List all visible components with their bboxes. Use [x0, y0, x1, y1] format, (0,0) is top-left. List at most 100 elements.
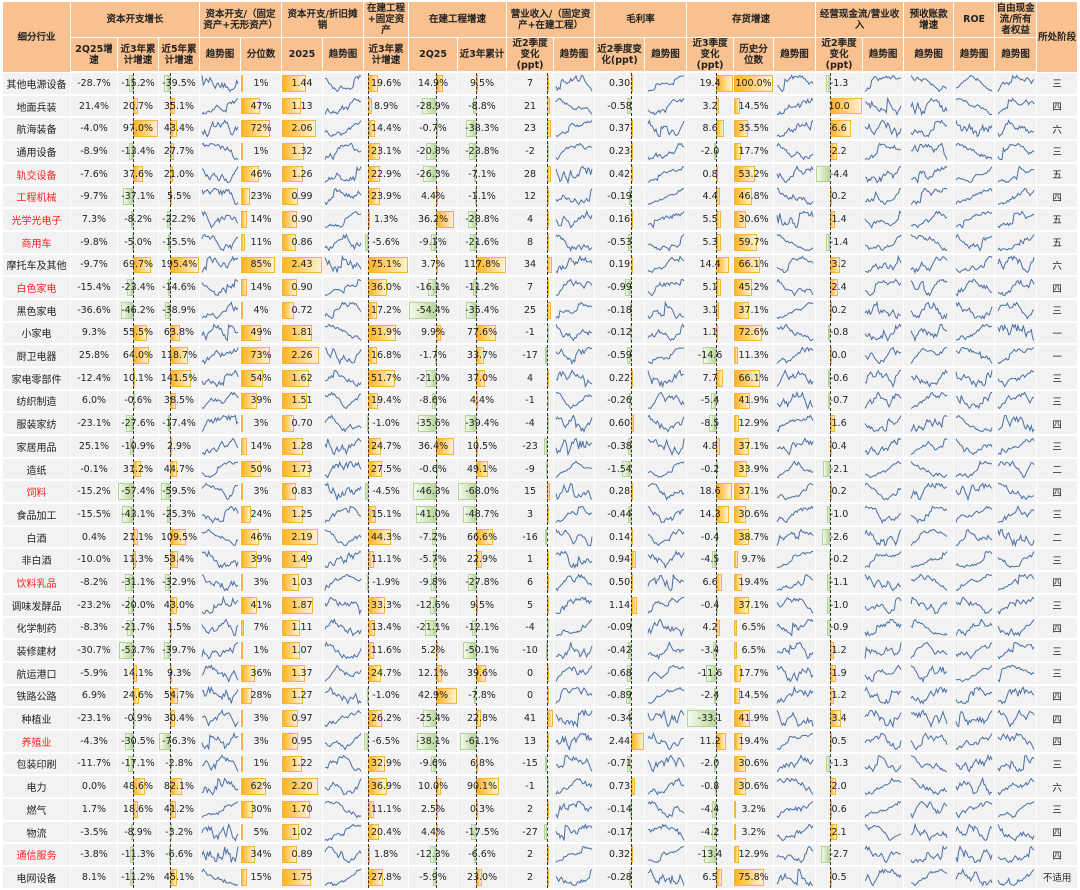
table-row[interactable]: 物流 -3.5% -8.9% -3.2% 5% 1.02 20.4% 4.4% -17.5% -2…: [3, 821, 1079, 845]
industry-name-cell[interactable]: 家居用品: [3, 436, 71, 459]
table-row[interactable]: 轨交设备 -7.6% 37.6% 21.0% 46% 1.26 22.9% -26.3% -7.…: [3, 163, 1079, 187]
industry-name-cell[interactable]: 通用设备: [3, 141, 71, 164]
table-row[interactable]: 家居用品 25.1% -10.9% 2.9% 14% 1.28 24.7% 36.4% 10.5…: [3, 436, 1079, 459]
table-row[interactable]: 燃气 1.7% 18.6% 41.2% 30% 1.70 11.1% 2.5% 0.3% 2 -0.…: [3, 799, 1079, 822]
table-row[interactable]: 铁路公路 6.9% 24.6% 54.7% 28% 1.27 -1.0% 42.9% -7.8%…: [3, 685, 1079, 709]
table-row[interactable]: 电力 0.0% 48.6% 82.1% 62% 2.20 36.9% 10.0% 90.1% -1…: [3, 776, 1079, 799]
trend-sparkline: [774, 390, 817, 414]
table-row[interactable]: 小家电 9.3% 55.5% 63.8% 49% 1.81 51.9% 9.9% 77.6% -1…: [3, 322, 1079, 346]
industry-name-cell[interactable]: 装修建材: [3, 640, 71, 663]
table-row[interactable]: 服装家纺 -23.1% -27.6% -17.4% 3% 0.70 -1.0% -35.6% -…: [3, 413, 1079, 436]
header-sub-8[interactable]: 2Q25: [409, 38, 459, 73]
table-row[interactable]: 通信服务 -3.8% -11.3% -6.6% 34% 0.89 1.8% -12.3% -6.…: [3, 844, 1079, 868]
industry-name-cell[interactable]: 工程机械: [3, 186, 71, 210]
table-row[interactable]: 黑色家电 -36.6% -46.2% -38.9% 4% 0.72 17.2% -54.4% -…: [3, 299, 1079, 323]
industry-name-cell[interactable]: 饮料乳品: [3, 572, 71, 595]
industry-name-cell[interactable]: 非白酒: [3, 549, 71, 573]
table-row[interactable]: 化学制药 -8.3% -21.7% 1.5% 7% 1.11 13.4% -21.1% -12.…: [3, 617, 1079, 641]
header-sub-5[interactable]: 2025: [282, 38, 324, 73]
industry-name-cell[interactable]: 包装印刷: [3, 753, 71, 777]
cell-fa-cip-3y: 36.9%: [364, 776, 410, 799]
industry-name-cell[interactable]: 种植业: [3, 708, 71, 731]
header-stage[interactable]: 所处阶段: [1037, 2, 1079, 73]
industry-name-cell[interactable]: 黑色家电: [3, 299, 71, 323]
table-row[interactable]: 种植业 -23.1% -0.9% 30.4% 3% 0.97 26.2% -25.4% 22.8…: [3, 708, 1079, 731]
table-row[interactable]: 商用车 -9.8% -5.0% -15.5% 11% 0.86 -5.6% -9.1% -21.…: [3, 231, 1079, 255]
industry-name-cell[interactable]: 饲料: [3, 481, 71, 505]
industry-name-cell[interactable]: 家电零部件: [3, 367, 71, 391]
cell-value: 22.9%: [466, 554, 498, 566]
table-row[interactable]: 饮料乳品 -8.2% -31.1% -32.9% 3% 1.03 -1.9% -9.8% -27…: [3, 572, 1079, 595]
table-row[interactable]: 光学光电子 7.3% -8.2% -22.2% 14% 0.90 1.3% 36.2% -28.…: [3, 209, 1079, 232]
industry-name-cell[interactable]: 燃气: [3, 799, 71, 822]
header-sub-21[interactable]: 趋势图: [995, 38, 1038, 73]
table-row[interactable]: 其他电源设备 -28.7% -15.2% -39.5% 1% 1.44 19.6% 14.9%…: [3, 73, 1079, 96]
industry-name-cell[interactable]: 物流: [3, 821, 71, 845]
header-sub-12[interactable]: 近2季度变化(ppt): [595, 38, 646, 73]
industry-name-cell[interactable]: 食品加工: [3, 504, 71, 527]
table-row[interactable]: 通用设备 -8.9% -13.4% 27.7% 1% 1.32 23.1% -20.8% -23…: [3, 141, 1079, 164]
industry-name-cell[interactable]: 地面兵装: [3, 95, 71, 119]
table-row[interactable]: 造纸 -0.1% 31.2% 44.7% 50% 1.73 27.5% -0.6% 49.1% -…: [3, 458, 1079, 482]
industry-name-cell[interactable]: 轨交设备: [3, 163, 71, 187]
header-sub-9[interactable]: 近3年累计: [458, 38, 508, 73]
industry-name-cell[interactable]: 光学光电子: [3, 209, 71, 232]
industry-name-cell[interactable]: 服装家纺: [3, 413, 71, 436]
header-sub-10[interactable]: 近2季度变化(ppt): [507, 38, 555, 73]
industry-name-cell[interactable]: 摩托车及其他: [3, 254, 71, 278]
industry-name-cell[interactable]: 其他电源设备: [3, 73, 71, 96]
header-sub-18[interactable]: 趋势图: [863, 38, 905, 73]
industry-name-cell[interactable]: 铁路公路: [3, 685, 71, 709]
header-sub-7[interactable]: 近3年累计增速: [364, 38, 410, 73]
table-row[interactable]: 工程机械 -9.7% -37.1% 5.5% 23% 0.99 23.9% 4.4% -1.1%…: [3, 186, 1079, 210]
industry-name-cell[interactable]: 调味发酵品: [3, 594, 71, 618]
table-row[interactable]: 家电零部件 -12.4% 10.1% 141.5% 54% 1.62 51.7% -21.0%…: [3, 367, 1079, 391]
table-row[interactable]: 白酒 0.4% 21.1% 109.5% 46% 2.19 44.3% -7.2% 66.6% -…: [3, 526, 1079, 550]
table-row[interactable]: 电网设备 8.1% -11.2% 45.1% 15% 1.75 27.8% -5.9% 23.0…: [3, 867, 1079, 890]
industry-name-cell[interactable]: 厨卫电器: [3, 345, 71, 368]
table-row[interactable]: 食品加工 -15.5% -43.1% -25.3% 24% 1.25 15.1% -41.0%…: [3, 504, 1079, 527]
header-sub-1[interactable]: 近3年累计增速: [118, 38, 159, 73]
header-sub-15[interactable]: 历史分位数: [734, 38, 775, 73]
header-sub-3[interactable]: 趋势图: [200, 38, 242, 73]
table-row[interactable]: 装修建材 -30.7% -53.7% -39.7% 1% 1.07 11.6% 5.2% -50…: [3, 640, 1079, 663]
table-row[interactable]: 非白酒 -10.0% 11.3% 53.4% 39% 1.49 11.1% -5.7% 22.9…: [3, 549, 1079, 573]
table-row[interactable]: 饲料 -15.2% -57.4% -59.5% 3% 0.83 -4.5% -46.3% -68…: [3, 481, 1079, 505]
industry-name-cell[interactable]: 养殖业: [3, 730, 71, 754]
industry-name-cell[interactable]: 通信服务: [3, 844, 71, 868]
industry-name-cell[interactable]: 航海装备: [3, 118, 71, 142]
header-sub-6[interactable]: 趋势图: [323, 38, 365, 73]
industry-name-cell[interactable]: 航运港口: [3, 662, 71, 686]
industry-name-cell[interactable]: 白酒: [3, 526, 71, 550]
table-row[interactable]: 调味发酵品 -23.2% -20.0% 43.0% 41% 1.87 33.3% -12.6%…: [3, 594, 1079, 618]
header-sub-0[interactable]: 2Q25增速: [71, 38, 118, 73]
table-row[interactable]: 纺织制造 6.0% -0.6% 38.5% 39% 1.51 19.4% -8.6% 4.4% -…: [3, 390, 1079, 414]
header-sub-11[interactable]: 趋势图: [554, 38, 596, 73]
header-sub-17[interactable]: 近2季度变化(ppt): [816, 38, 864, 73]
header-sub-19[interactable]: 趋势图: [904, 38, 955, 73]
header-sub-13[interactable]: 趋势图: [645, 38, 688, 73]
table-row[interactable]: 航海装备 -4.0% 97.0% 43.4% 72% 2.06 14.4% -0.7% -38.…: [3, 118, 1079, 142]
industry-name-cell[interactable]: 小家电: [3, 322, 71, 346]
header-sub-20[interactable]: 趋势图: [954, 38, 996, 73]
table-row[interactable]: 摩托车及其他 -9.7% 69.7% 195.4% 85% 2.43 75.1% 3.7% 11…: [3, 254, 1079, 278]
industry-name-cell[interactable]: 商用车: [3, 231, 71, 255]
industry-name-cell[interactable]: 造纸: [3, 458, 71, 482]
industry-name-cell[interactable]: 白色家电: [3, 277, 71, 300]
header-sub-16[interactable]: 趋势图: [774, 38, 817, 73]
industry-name-cell[interactable]: 纺织制造: [3, 390, 71, 414]
header-sub-4[interactable]: 分位数: [241, 38, 283, 73]
table-row[interactable]: 包装印刷 -11.7% -17.1% -2.8% 1% 1.22 32.9% -9.6% 6.8…: [3, 753, 1079, 777]
cell-value: 45.2%: [738, 282, 769, 294]
table-row[interactable]: 白色家电 -15.4% -23.4% -14.6% 14% 0.90 36.0% -16.1%…: [3, 277, 1079, 300]
industry-name-cell[interactable]: 电网设备: [3, 867, 71, 890]
table-row[interactable]: 养殖业 -4.3% -30.5% -76.3% 3% 0.95 -6.5% -38.1% -61…: [3, 730, 1079, 754]
table-row[interactable]: 厨卫电器 25.8% 64.0% 118.7% 73% 2.26 16.8% -1.7% 33.…: [3, 345, 1079, 368]
header-sub-14[interactable]: 近3季度变化(ppt): [687, 38, 735, 73]
header-sub-2[interactable]: 近5年累计增速: [159, 38, 201, 73]
table-row[interactable]: 航运港口 -5.9% 14.1% 9.3% 36% 1.37 24.7% 12.1% 39.6%…: [3, 662, 1079, 686]
industry-name-cell[interactable]: 电力: [3, 776, 71, 799]
industry-name-cell[interactable]: 化学制药: [3, 617, 71, 641]
table-row[interactable]: 地面兵装 21.4% 20.7% 35.1% 47% 1.13 8.9% -28.9% -8.8…: [3, 95, 1079, 119]
header-industry[interactable]: 细分行业: [3, 2, 71, 73]
